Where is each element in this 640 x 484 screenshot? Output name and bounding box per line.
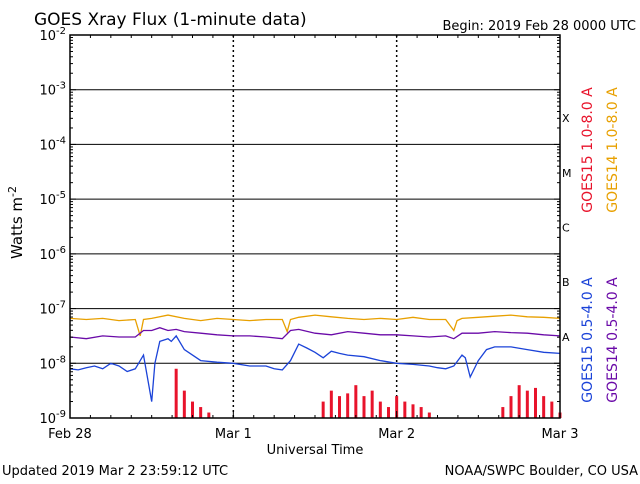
y-tick-label: 10-2 — [39, 26, 66, 44]
y-tick-label: 10-8 — [39, 354, 66, 372]
y-tick-label: 10-7 — [39, 300, 66, 318]
footer: Updated 2019 Mar 2 23:59:12 UTC NOAA/SWP… — [2, 464, 638, 479]
flare-class-label: M — [562, 167, 572, 180]
legend-entry: GOES15 0.5-4.0 A — [580, 277, 596, 403]
plot-frame — [69, 34, 561, 419]
legend-entry: GOES14 0.5-4.0 A — [605, 277, 621, 403]
y-tick-label: 10-5 — [39, 190, 66, 208]
x-tick-label: Feb 28 — [48, 427, 92, 442]
header: GOES Xray Flux (1-minute data) Begin: 20… — [34, 10, 636, 34]
legend-entry: GOES15 1.0-8.0 A — [580, 87, 596, 213]
legend: GOES15 1.0-8.0 A GOES14 1.0-8.0 A GOES15 0… — [580, 87, 621, 403]
flare-class-label: B — [562, 276, 570, 289]
x-tick-label: Mar 3 — [542, 427, 579, 442]
begin-label: Begin: 2019 Feb 28 0000 UTC — [442, 19, 636, 34]
y-axis-label: Watts m-2 — [6, 186, 26, 259]
y-tick-label: 10-9 — [39, 409, 66, 427]
x-tick-label: Mar 1 — [215, 427, 252, 442]
updated-label: Updated 2019 Mar 2 23:59:12 UTC — [2, 464, 228, 479]
series-group — [69, 314, 562, 418]
series-goes14-0-5-4-0-a — [69, 327, 561, 340]
x-axis-label: Universal Time — [267, 443, 364, 458]
flare-class-label: C — [562, 222, 570, 235]
legend-entry: GOES14 1.0-8.0 A — [605, 87, 621, 213]
x-tick-label: Mar 2 — [378, 427, 415, 442]
y-tick-label: 10-6 — [39, 245, 66, 263]
series-goes14-1-0-8-0-a — [69, 314, 561, 337]
y-tick-label: 10-4 — [39, 135, 66, 153]
flare-class-label: X — [562, 112, 570, 125]
y-tick-label: 10-3 — [39, 81, 66, 99]
series-goes15-0-5-4-0-a — [69, 334, 561, 402]
series-goes15-long — [174, 368, 562, 418]
credit-label: NOAA/SWPC Boulder, CO USA — [445, 464, 638, 479]
flare-class-label: A — [562, 331, 570, 344]
grid — [70, 35, 560, 418]
chart-title: GOES Xray Flux (1-minute data) — [34, 10, 307, 30]
